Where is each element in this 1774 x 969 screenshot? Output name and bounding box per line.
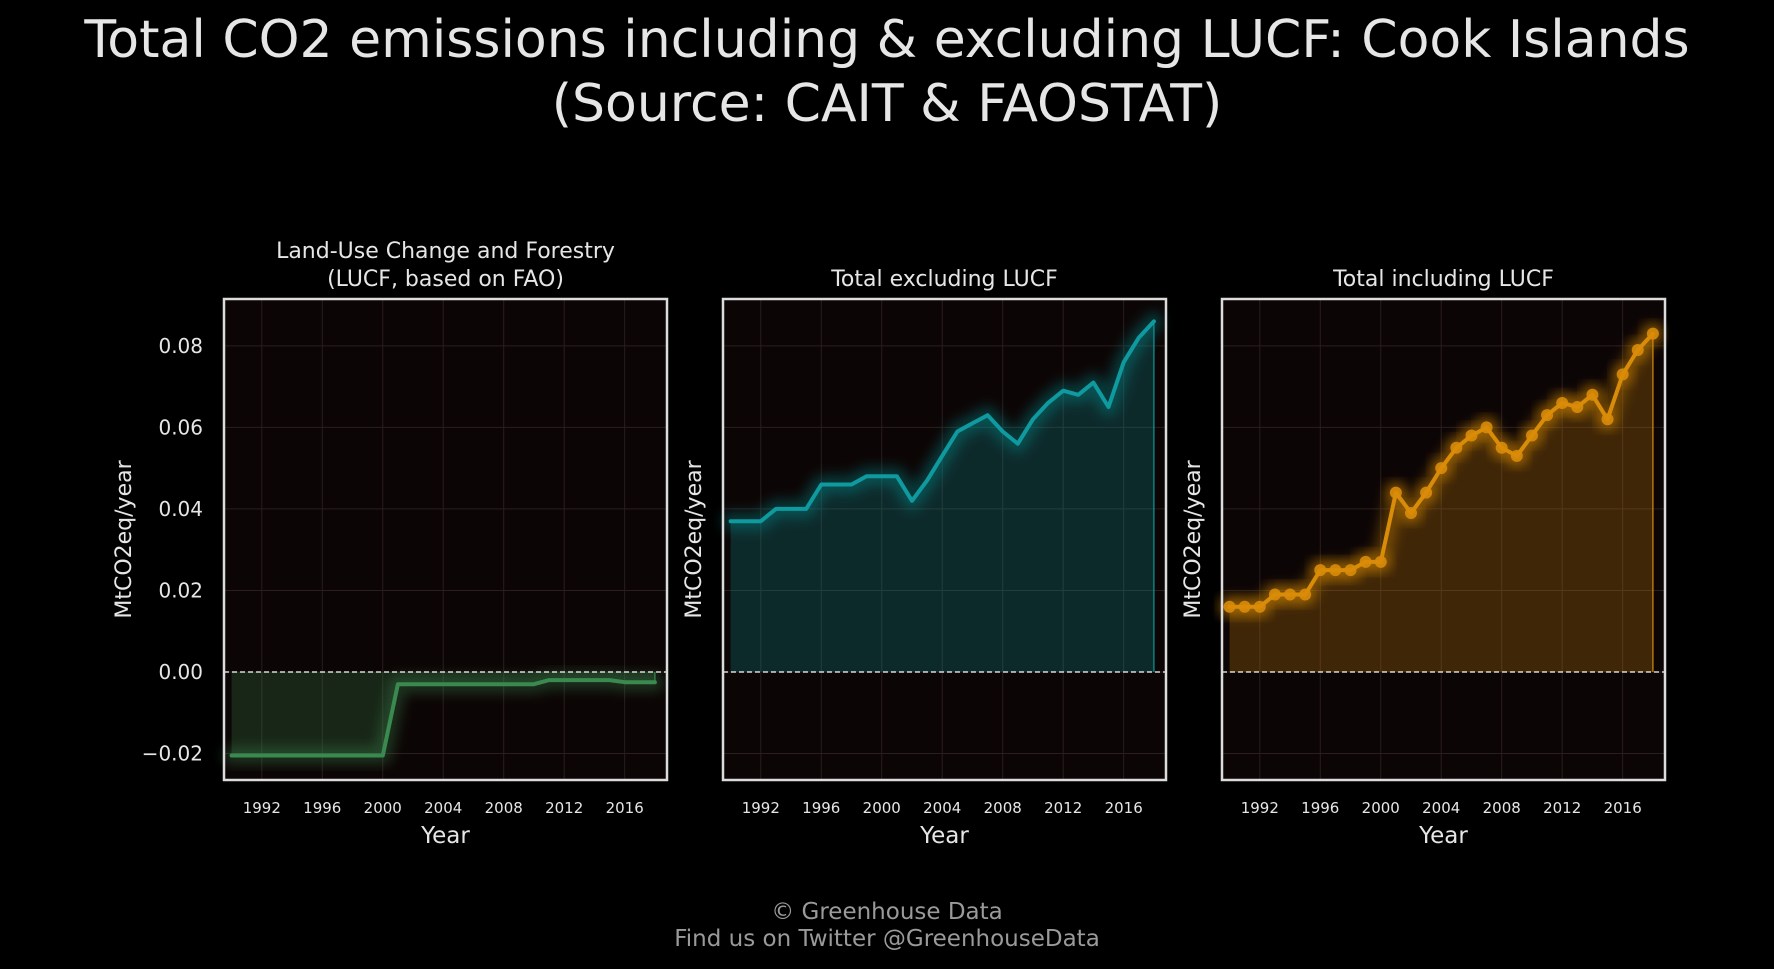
data-point: [1404, 507, 1417, 520]
data-point: [1435, 462, 1448, 475]
subplot-title: Total including LUCF: [1332, 267, 1554, 292]
x-tick-label: 1992: [742, 799, 780, 817]
subplot-title: Land-Use Change and Forestry: [276, 239, 615, 264]
x-tick-label: 2000: [863, 799, 901, 817]
x-tick-label: 2016: [1105, 799, 1143, 817]
x-axis-label: Year: [919, 823, 969, 849]
data-point: [1646, 327, 1659, 340]
x-tick-label: 2000: [1362, 799, 1400, 817]
data-point: [1631, 343, 1644, 356]
data-point: [1284, 588, 1297, 601]
data-point: [1344, 564, 1357, 577]
plot-background: [1222, 299, 1665, 780]
data-point: [1510, 449, 1523, 462]
plot-background: [224, 299, 667, 780]
y-tick-label: −0.02: [142, 742, 203, 766]
data-point: [1571, 401, 1584, 414]
data-point: [1465, 429, 1478, 442]
x-tick-label: 2008: [984, 799, 1022, 817]
data-point: [1314, 564, 1327, 577]
x-tick-label: 2004: [1422, 799, 1460, 817]
y-axis-label: MtCO2eq/year: [682, 459, 707, 618]
data-point: [1616, 368, 1629, 381]
data-point: [1601, 413, 1614, 426]
chart-panel-2: 1992 1996 2000 2004 2008 2012 2016 Year MtCO2eq/…: [682, 267, 1168, 849]
x-tick-label: 2016: [606, 799, 644, 817]
data-point: [1450, 441, 1463, 454]
y-axis-label: MtCO2eq/year: [1181, 459, 1206, 618]
y-tick-label: 0.04: [158, 497, 203, 521]
data-point: [1223, 600, 1236, 613]
data-point: [1586, 388, 1599, 401]
x-tick-label: 1996: [303, 799, 341, 817]
subplot-title: Total excluding LUCF: [830, 267, 1058, 292]
data-point: [1556, 396, 1569, 409]
x-axis-label: Year: [1418, 823, 1468, 849]
x-tick-label: 2008: [1483, 799, 1521, 817]
x-tick-label: 2012: [1543, 799, 1581, 817]
plot-frame: [721, 297, 1168, 782]
data-point: [1329, 564, 1342, 577]
chart-title-line-2: (Source: CAIT & FAOSTAT): [551, 74, 1223, 134]
data-point: [1299, 588, 1312, 601]
data-point: [1525, 429, 1538, 442]
x-tick-label: 2000: [364, 799, 402, 817]
data-point: [1374, 555, 1387, 568]
chart-panel-3: 1992 1996 2000 2004 2008 2012 2016 Year MtCO2eq/…: [1181, 267, 1667, 849]
data-point: [1359, 555, 1372, 568]
data-point: [1480, 421, 1493, 434]
x-tick-label: 1992: [1241, 799, 1279, 817]
data-point: [1420, 486, 1433, 499]
series-line: [728, 319, 1156, 524]
data-point: [1253, 600, 1266, 613]
chart-panel-1: 1992 1996 2000 2004 2008 2012 2016 −0.02 0.00 0.0…: [112, 239, 669, 849]
x-tick-label: 2004: [424, 799, 462, 817]
footer-credit: © Greenhouse Data: [771, 899, 1003, 925]
data-point: [1495, 441, 1508, 454]
data-point: [1268, 588, 1281, 601]
x-tick-label: 2016: [1604, 799, 1642, 817]
x-tick-label: 2004: [923, 799, 961, 817]
x-tick-label: 1996: [802, 799, 840, 817]
data-point: [1389, 486, 1402, 499]
series-area: [231, 671, 655, 756]
y-tick-label: 0.02: [158, 578, 203, 602]
y-tick-label: 0.08: [158, 334, 203, 358]
y-axis-label: MtCO2eq/year: [112, 459, 137, 618]
y-tick-label: 0.06: [158, 415, 203, 439]
data-point: [1541, 409, 1554, 422]
y-tick-label: 0.00: [158, 660, 203, 684]
x-tick-label: 2012: [1044, 799, 1082, 817]
chart-title-line-1: Total CO2 emissions including & excludin…: [84, 10, 1690, 70]
subplot-title: (LUCF, based on FAO): [327, 267, 564, 292]
x-tick-label: 1996: [1301, 799, 1339, 817]
footer-twitter: Find us on Twitter @GreenhouseData: [674, 926, 1100, 952]
plot-frame: [1220, 297, 1667, 782]
x-tick-label: 1992: [243, 799, 281, 817]
data-point: [1238, 600, 1251, 613]
series-line: [229, 678, 657, 758]
plot-frame: [222, 297, 669, 782]
x-tick-label: 2012: [545, 799, 583, 817]
x-tick-label: 2008: [485, 799, 523, 817]
x-axis-label: Year: [420, 823, 470, 849]
